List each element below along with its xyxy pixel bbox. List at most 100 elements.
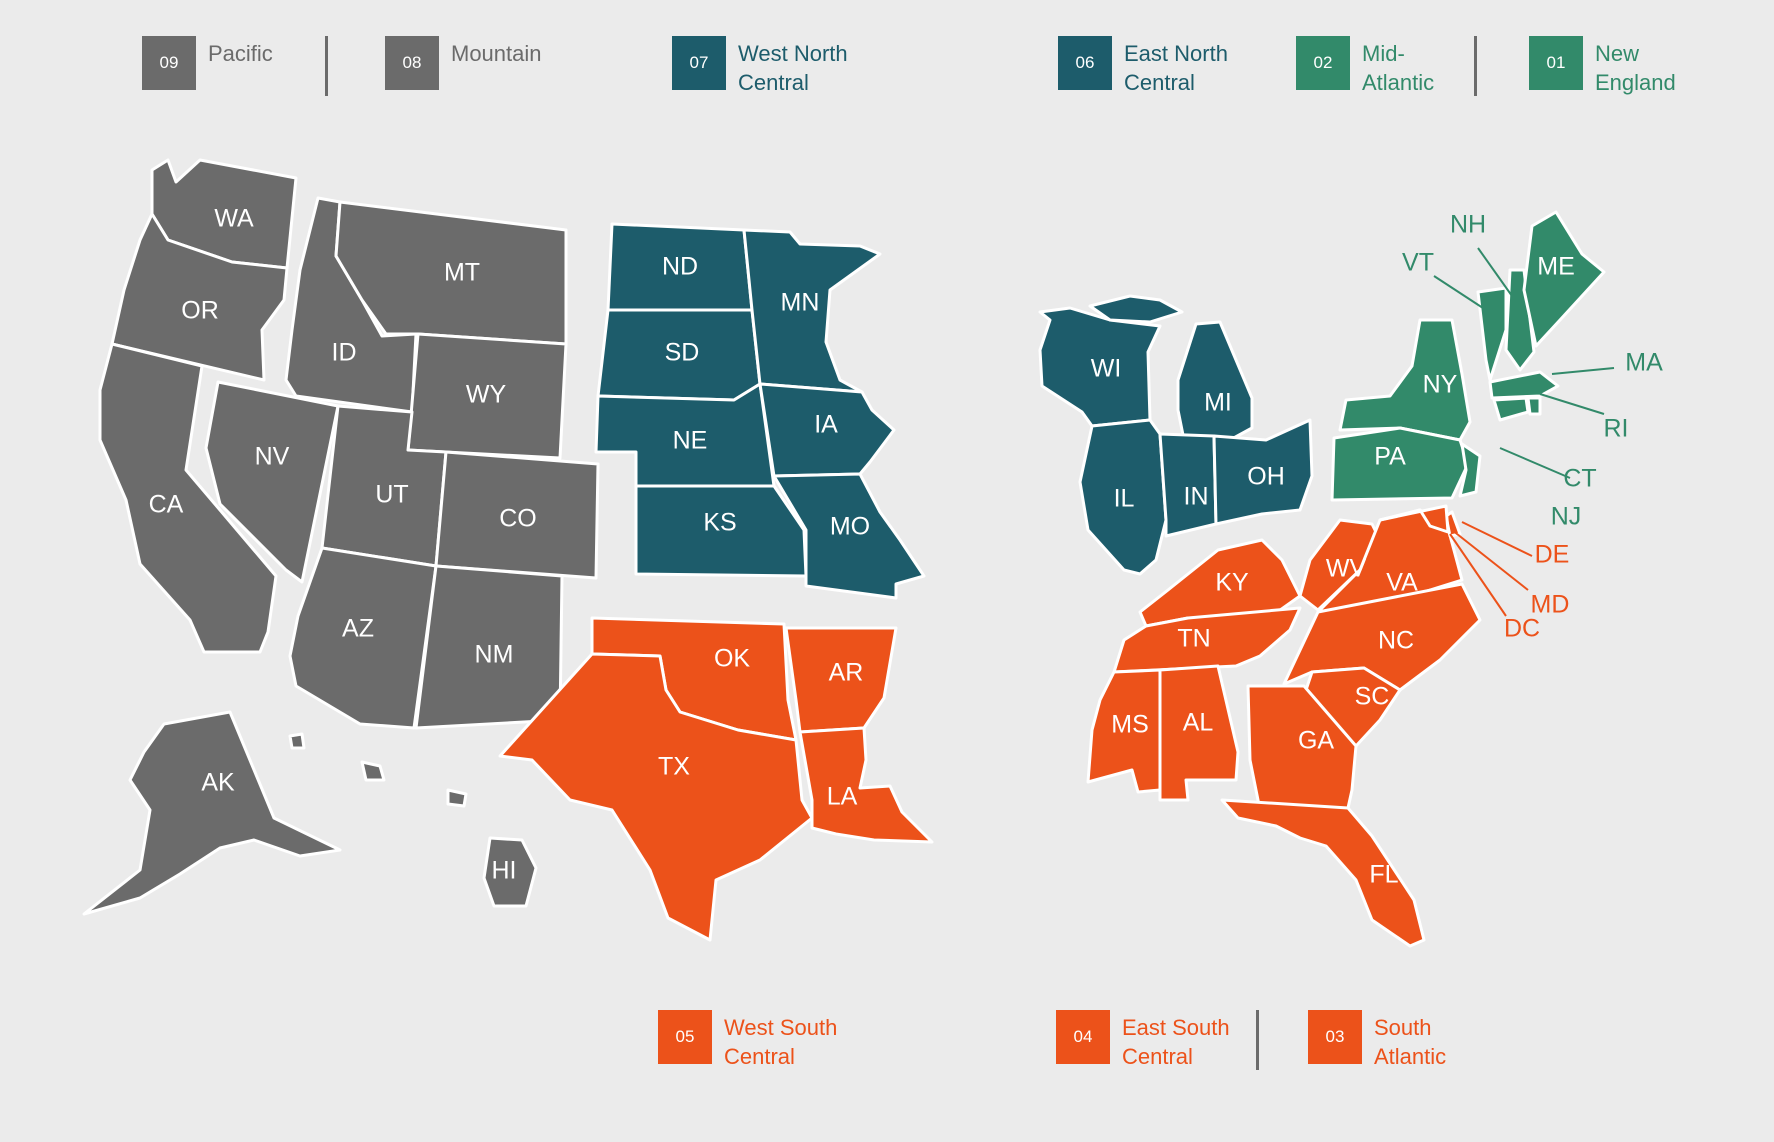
legend-item-08: 08 Mountain [385, 36, 542, 90]
state-label-or: OR [181, 297, 219, 325]
state-ca [98, 342, 278, 654]
legend-separator [1256, 1010, 1259, 1070]
legend-item-04: 04 East South Central [1056, 1010, 1230, 1071]
state-label-al: AL [1183, 709, 1214, 737]
state-label-fl: FL [1369, 861, 1398, 889]
state-mi [1088, 294, 1254, 442]
state-label-me: ME [1537, 253, 1575, 281]
state-label-wy: WY [466, 381, 507, 409]
state-label-pa: PA [1374, 443, 1406, 471]
state-label-ok: OK [714, 645, 750, 673]
legend-division-name: West North Central [738, 41, 848, 95]
state-ak [82, 710, 342, 916]
legend-code-box: 05 [658, 1010, 712, 1064]
state-il [1078, 418, 1168, 576]
legend-item-02: 02 Mid- Atlantic [1296, 36, 1434, 97]
state-tx [498, 652, 814, 942]
state-label-va: VA [1386, 569, 1418, 597]
state-oh [1212, 418, 1314, 526]
state-label-de: DE [1535, 541, 1570, 569]
state-label-ky: KY [1215, 569, 1249, 597]
legend-division-name: New England [1595, 41, 1676, 95]
legend-item-03: 03 South Atlantic [1308, 1010, 1446, 1071]
state-label-oh: OH [1247, 463, 1285, 491]
legend-code-box: 06 [1058, 36, 1112, 90]
state-label-in: IN [1184, 483, 1209, 511]
legend-division-name: South Atlantic [1374, 1015, 1447, 1069]
state-label-ca: CA [149, 491, 184, 519]
state-label-tx: TX [658, 753, 690, 781]
legend-division-name: West South Central [724, 1015, 838, 1069]
leader-line-md [1451, 529, 1529, 591]
state-ma [1488, 370, 1560, 400]
legend-separator [325, 36, 328, 96]
state-label-la: LA [827, 783, 858, 811]
legend-code-box: 09 [142, 36, 196, 90]
state-label-mt: MT [444, 259, 480, 287]
legend-division-name: Mountain [451, 41, 542, 66]
state-label-ms: MS [1111, 711, 1149, 739]
state-al [1158, 664, 1240, 802]
legend-item-06: 06 East North Central [1058, 36, 1228, 97]
state-ny [1338, 318, 1472, 442]
state-label-nv: NV [255, 443, 290, 471]
state-label-hi: HI [492, 857, 517, 885]
state-label-nm: NM [475, 641, 514, 669]
leader-line-dc [1449, 533, 1507, 617]
state-mt [334, 200, 568, 346]
legend-item-01: 01 New England [1529, 36, 1676, 97]
legend-code-box: 01 [1529, 36, 1583, 90]
state-vt [1476, 286, 1508, 382]
state-label-ak: AK [201, 769, 235, 797]
state-label-nh: NH [1450, 211, 1486, 239]
state-label-ut: UT [375, 481, 408, 509]
legend-code-box: 04 [1056, 1010, 1110, 1064]
state-label-ks: KS [703, 509, 736, 537]
state-label-ar: AR [829, 659, 864, 687]
legend-division-name: Pacific [208, 41, 273, 66]
state-label-sc: SC [1355, 683, 1390, 711]
state-label-md: MD [1531, 591, 1570, 619]
state-label-ri: RI [1604, 415, 1629, 443]
state-label-ne: NE [673, 427, 708, 455]
state-in [1158, 432, 1218, 538]
state-label-nc: NC [1378, 627, 1414, 655]
state-label-nj: NJ [1551, 503, 1582, 531]
state-mn [742, 228, 882, 394]
state-ri [1526, 396, 1542, 416]
legend-code-box: 02 [1296, 36, 1350, 90]
legend-code-box: 08 [385, 36, 439, 90]
legend-item-09: 09 Pacific [142, 36, 273, 90]
state-label-wi: WI [1091, 355, 1122, 383]
state-label-mo: MO [830, 513, 870, 541]
state-label-id: ID [332, 339, 357, 367]
leader-line-de [1461, 521, 1533, 557]
legend-division-name: Mid- Atlantic [1362, 41, 1435, 95]
state-or [110, 212, 289, 382]
legend-item-05: 05 West South Central [658, 1010, 837, 1071]
state-label-ny: NY [1423, 371, 1458, 399]
state-label-ia: IA [814, 411, 838, 439]
leader-line-ma [1551, 367, 1615, 375]
state-co [434, 450, 600, 580]
state-mo [772, 472, 926, 600]
state-label-il: IL [1114, 485, 1135, 513]
state-label-sd: SD [665, 339, 700, 367]
state-nj [1458, 442, 1482, 498]
state-md [1378, 504, 1450, 534]
state-label-mn: MN [781, 289, 820, 317]
legend-item-07: 07 West North Central [672, 36, 848, 97]
state-label-wv: WV [1326, 555, 1367, 583]
legend-division-name: East North Central [1124, 41, 1228, 95]
legend-separator [1474, 36, 1477, 96]
state-hi [288, 732, 538, 908]
state-label-co: CO [499, 505, 537, 533]
state-label-ma: MA [1625, 349, 1663, 377]
legend-division-name: East South Central [1122, 1015, 1230, 1069]
state-la [798, 726, 934, 844]
state-label-wa: WA [214, 205, 254, 233]
state-ct [1492, 396, 1530, 422]
state-label-mi: MI [1204, 389, 1232, 417]
state-label-ct: CT [1563, 465, 1596, 493]
